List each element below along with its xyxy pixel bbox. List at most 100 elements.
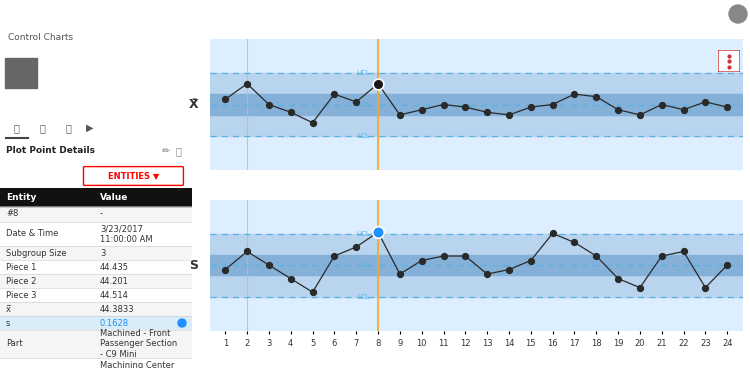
Text: X̄: X̄ (189, 98, 199, 111)
Point (722, 104, 734, 110)
Point (263, 102, 275, 107)
Circle shape (729, 5, 747, 23)
Text: 💬: 💬 (65, 123, 71, 133)
Text: 🗑: 🗑 (176, 146, 182, 156)
Point (394, 112, 406, 118)
Point (612, 276, 624, 282)
Point (722, 262, 734, 268)
Text: ‹: ‹ (10, 7, 16, 21)
Point (459, 253, 471, 259)
Point (547, 102, 559, 107)
Text: CL: CL (362, 262, 370, 268)
Text: 0.1628: 0.1628 (100, 318, 129, 328)
Text: #8: #8 (6, 209, 18, 219)
Point (503, 267, 515, 273)
Text: Piece 1: Piece 1 (6, 262, 36, 272)
Text: LCL: LCL (357, 133, 370, 139)
Text: Length (mm): Length (mm) (42, 58, 108, 67)
Bar (0, 302, 192, 316)
Point (525, 104, 537, 110)
Text: 44.514: 44.514 (100, 290, 129, 300)
Text: Piece 3: Piece 3 (6, 290, 37, 300)
Text: BACK: BACK (20, 9, 50, 19)
Point (568, 91, 580, 97)
Text: ✏: ✏ (162, 146, 170, 156)
Text: -: - (100, 209, 103, 219)
Point (547, 230, 559, 236)
Text: Value: Value (100, 192, 128, 202)
Point (437, 102, 449, 107)
Point (350, 244, 362, 250)
Point (328, 253, 340, 259)
Text: 44.3833: 44.3833 (100, 304, 134, 314)
Point (350, 99, 362, 105)
Text: 44.435: 44.435 (100, 262, 129, 272)
Bar (0, 330, 192, 358)
FancyBboxPatch shape (83, 167, 184, 185)
Point (307, 120, 319, 125)
Point (568, 240, 580, 245)
Text: Date & Time: Date & Time (6, 230, 59, 238)
Point (634, 285, 646, 291)
Text: Control Charts: Control Charts (8, 32, 74, 42)
Point (372, 229, 384, 235)
Text: 📊: 📊 (13, 123, 19, 133)
Text: Plot Point Details: Plot Point Details (6, 146, 95, 156)
Text: USA): USA) (42, 84, 59, 91)
Point (219, 96, 231, 102)
Text: UCL: UCL (356, 70, 370, 76)
Point (437, 253, 449, 259)
Point (525, 258, 537, 263)
Point (700, 285, 712, 291)
Point (482, 109, 494, 115)
Text: LCL: LCL (357, 294, 370, 300)
Point (285, 109, 297, 115)
Text: 🖼: 🖼 (39, 123, 45, 133)
FancyBboxPatch shape (718, 50, 740, 72)
Text: ▶: ▶ (86, 123, 94, 133)
Bar (0, 274, 192, 288)
Point (482, 271, 494, 277)
Point (285, 276, 297, 282)
Bar (0, 222, 192, 246)
Point (307, 289, 319, 295)
Bar (210, 234, 742, 297)
Text: Mini - Machining Center 003 (Fairfax VA,: Mini - Machining Center 003 (Fairfax VA, (42, 76, 183, 82)
Point (394, 271, 406, 277)
Point (459, 104, 471, 110)
Bar (5, 58, 37, 88)
Bar (0, 316, 192, 330)
Text: Part: Part (6, 340, 22, 348)
Point (372, 81, 384, 86)
Bar (0, 260, 192, 274)
Text: Subgroup Size: Subgroup Size (6, 248, 67, 258)
Point (677, 107, 689, 113)
Point (677, 248, 689, 254)
Text: 44.201: 44.201 (100, 276, 129, 286)
Text: Entity: Entity (6, 192, 36, 202)
Point (634, 112, 646, 118)
Point (263, 262, 275, 268)
Text: Machining Center: Machining Center (100, 361, 174, 368)
Text: ENTITIES ▼: ENTITIES ▼ (108, 171, 159, 180)
Point (612, 107, 624, 113)
Text: UCL: UCL (356, 231, 370, 237)
Text: ?: ? (690, 7, 697, 21)
Text: Machined - Front Passenger Section - C9: Machined - Front Passenger Section - C9 (42, 68, 183, 74)
Point (416, 107, 428, 113)
Bar (0, 358, 192, 368)
Text: Machined - Front
Passenger Section
- C9 Mini: Machined - Front Passenger Section - C9 … (100, 329, 177, 359)
Text: s: s (6, 318, 10, 328)
Point (700, 99, 712, 105)
Bar (210, 255, 742, 275)
Text: x̅: x̅ (6, 304, 11, 314)
Bar (0, 206, 192, 222)
Circle shape (178, 319, 186, 327)
Bar (0, 246, 192, 260)
Text: 🔔: 🔔 (710, 9, 716, 19)
Text: CL: CL (362, 102, 370, 107)
Bar (210, 94, 742, 115)
Bar (0, 288, 192, 302)
Text: ×: × (173, 52, 184, 65)
Text: Control Charts: Control Charts (330, 7, 420, 21)
